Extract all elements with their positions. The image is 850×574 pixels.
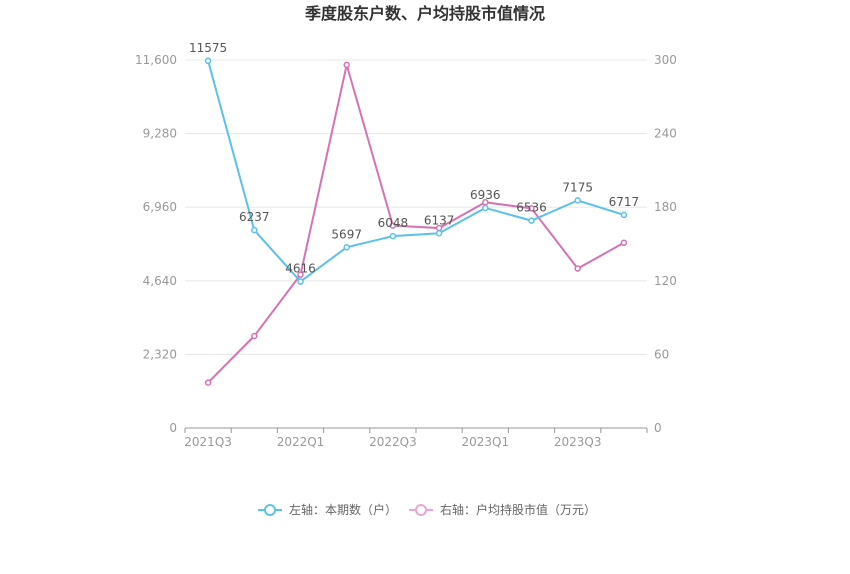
axes: 0 0 2,320 60 4,640 120 6,960 180 9,280 240 11,600 3… <box>135 53 677 449</box>
y-left-tick-label: 11,600 <box>135 53 177 67</box>
x-tick-label: 2021Q3 <box>184 435 232 449</box>
legend-item-left[interactable]: 左轴：本期数（户） <box>258 502 397 517</box>
data-point-right <box>204 379 212 386</box>
y-left-tick-label: 0 <box>169 421 177 435</box>
series-line-left <box>207 60 625 283</box>
y-right-tick-label: 300 <box>654 53 677 67</box>
data-point-left <box>297 278 304 285</box>
y-right-tick-label: 120 <box>654 274 677 288</box>
data-point-left <box>528 217 535 224</box>
y-right-tick-label: 60 <box>654 347 669 361</box>
y-left-tick-label: 4,640 <box>143 274 177 288</box>
data-point-right <box>528 205 535 212</box>
data-point-right <box>389 222 397 229</box>
y-right-tick-label: 180 <box>654 200 677 214</box>
data-point-right <box>620 239 628 247</box>
data-label: 6536 <box>516 201 547 215</box>
data-label: 6237 <box>239 210 270 224</box>
data-label: 11575 <box>189 41 227 55</box>
data-point-right <box>343 61 350 69</box>
grid-lines <box>185 59 647 355</box>
series-lines <box>207 60 625 384</box>
data-labels: 11575 6237 4616 5697 6048 6137 6936 6536 7175 671… <box>189 41 639 276</box>
data-point-left <box>482 204 489 212</box>
series-line-right <box>207 64 625 384</box>
y-right-tick-label: 240 <box>654 127 677 141</box>
data-point-right <box>574 265 581 272</box>
y-right-tick-label: 0 <box>654 421 662 435</box>
y-left-tick-label: 6,960 <box>143 200 177 214</box>
data-label: 4616 <box>285 262 316 276</box>
data-point-right <box>297 271 304 278</box>
data-point-left <box>389 232 397 240</box>
data-point-left <box>251 226 258 234</box>
data-label: 6048 <box>378 216 409 230</box>
legend-item-right[interactable]: 右轴：户均持股市值（万元） <box>409 502 596 517</box>
data-point-left <box>343 244 350 251</box>
y-left-tick-label: 9,280 <box>143 127 177 141</box>
x-tick-label: 2023Q1 <box>461 435 509 449</box>
data-point-left <box>574 197 581 204</box>
data-label: 7175 <box>562 180 593 194</box>
data-point-left <box>620 211 628 219</box>
data-point-left <box>435 230 443 237</box>
data-label: 6717 <box>609 195 640 209</box>
x-tick-label: 2022Q1 <box>277 435 325 449</box>
data-label: 6936 <box>470 188 501 202</box>
legend[interactable]: 左轴：本期数（户） 右轴：户均持股市值（万元） <box>258 502 596 517</box>
data-label: 5697 <box>331 227 362 241</box>
chart-title: 季度股东户数、户均持股市值情况 <box>304 4 545 23</box>
data-label: 6137 <box>424 213 455 227</box>
data-point-right <box>251 332 258 340</box>
series-points <box>204 57 628 386</box>
y-left-tick-label: 2,320 <box>143 347 177 361</box>
legend-label-left: 左轴：本期数（户） <box>289 502 397 517</box>
x-tick-label: 2022Q3 <box>369 435 417 449</box>
data-point-left <box>204 57 212 65</box>
legend-label-right: 右轴：户均持股市值（万元） <box>440 502 596 517</box>
x-tick-label: 2023Q3 <box>554 435 602 449</box>
